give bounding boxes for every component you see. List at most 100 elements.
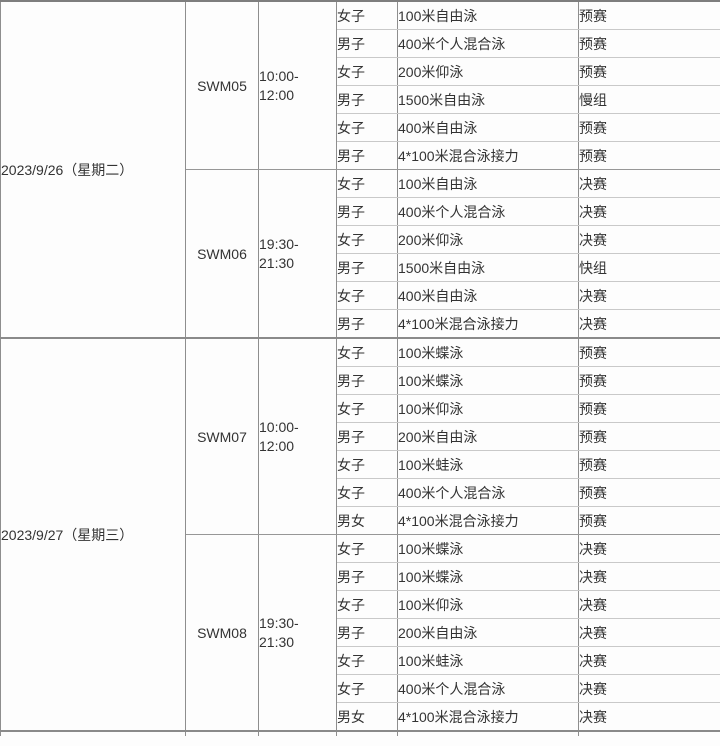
event-row: 男子 4*100米混合泳接力 预赛: [1, 141, 720, 170]
event-row: SWM08 19:30- 21:30 女子 100米蝶泳 决赛: [1, 534, 720, 732]
event-row: SWM06 19:30- 21:30 女子 100米自由泳 决赛: [1, 169, 720, 339]
session-code-cell: SWM06: [185, 169, 259, 339]
session-time-line: 10:00-: [259, 418, 299, 435]
event-row: 女子 400米自由泳 决赛: [1, 281, 720, 310]
round-cell: 预赛: [578, 422, 720, 451]
session-time-line: 10:00-: [259, 67, 299, 84]
cropped-cell: [185, 731, 259, 736]
round-cell: 决赛: [578, 674, 720, 703]
event-row: 男子 400米个人混合泳 决赛: [1, 197, 720, 226]
gender-cell: 男女: [336, 702, 398, 732]
event-row: 男子 1500米自由泳 快组: [1, 253, 720, 282]
event-row: 男女 4*100米混合泳接力 决赛: [1, 702, 720, 732]
session-time-line: 21:30: [259, 254, 295, 271]
gender-cell: 男子: [336, 562, 398, 591]
gender-cell: 女子: [336, 281, 398, 310]
event-name-cell: 200米仰泳: [397, 57, 579, 86]
gender-cell: 女子: [336, 646, 398, 675]
round-cell: 预赛: [578, 506, 720, 535]
event-name-cell: 200米自由泳: [397, 422, 579, 451]
event-name-cell: 4*100米混合泳接力: [397, 141, 579, 170]
gender-cell: 女子: [336, 57, 398, 86]
round-cell: 决赛: [578, 197, 720, 226]
session-code-cell: SWM07: [185, 338, 259, 535]
event-name-cell: 100米仰泳: [397, 394, 579, 423]
event-name-cell: 4*100米混合泳接力: [397, 506, 579, 535]
session-code-cell: SWM08: [185, 534, 259, 732]
event-name-cell: 100米蛙泳: [397, 646, 579, 675]
event-name-cell: 1500米自由泳: [397, 253, 579, 282]
session-code-cell: SWM05: [185, 2, 259, 170]
round-cell: 慢组: [578, 85, 720, 114]
round-cell: 预赛: [578, 338, 720, 367]
round-cell: 预赛: [578, 394, 720, 423]
event-row: 女子 400米个人混合泳 预赛: [1, 478, 720, 507]
round-cell: 预赛: [578, 113, 720, 142]
cropped-cell: [336, 731, 398, 736]
gender-cell: 女子: [336, 590, 398, 619]
round-cell: 快组: [578, 253, 720, 282]
event-name-cell: 400米个人混合泳: [397, 29, 579, 58]
event-name-cell: 100米蝶泳: [397, 366, 579, 395]
gender-cell: 男子: [336, 253, 398, 282]
cropped-next-row: [0, 731, 720, 736]
gender-cell: 女子: [336, 394, 398, 423]
session-time-line: 12:00: [259, 437, 295, 454]
event-row: 女子 200米仰泳 决赛: [1, 225, 720, 254]
event-name-cell: 100米蝶泳: [397, 562, 579, 591]
round-cell: 决赛: [578, 281, 720, 310]
session-time-cell: 10:00- 12:00: [258, 338, 337, 535]
gender-cell: 女子: [336, 225, 398, 254]
event-row: 女子 400米个人混合泳 决赛: [1, 674, 720, 703]
round-cell: 决赛: [578, 590, 720, 619]
gender-cell: 女子: [336, 169, 398, 198]
event-name-cell: 400米个人混合泳: [397, 478, 579, 507]
session-time-line: 12:00: [259, 86, 295, 103]
round-cell: 决赛: [578, 534, 720, 563]
cropped-cell: [0, 731, 186, 736]
event-name-cell: 400米个人混合泳: [397, 674, 579, 703]
event-name-cell: 400米自由泳: [397, 281, 579, 310]
session-time-cell: 19:30- 21:30: [258, 169, 337, 339]
event-row: 女子 100米蛙泳 预赛: [1, 450, 720, 479]
event-name-cell: 200米仰泳: [397, 225, 579, 254]
event-name-cell: 400米个人混合泳: [397, 197, 579, 226]
gender-cell: 男子: [336, 197, 398, 226]
event-row: 男子 400米个人混合泳 预赛: [1, 29, 720, 58]
event-name-cell: 100米蝶泳: [397, 534, 579, 563]
gender-cell: 男子: [336, 366, 398, 395]
event-name-cell: 100米蝶泳: [397, 338, 579, 367]
event-name-cell: 100米仰泳: [397, 590, 579, 619]
event-row: 男子 200米自由泳 决赛: [1, 618, 720, 647]
gender-cell: 女子: [336, 478, 398, 507]
session-time-cell: 19:30- 21:30: [258, 534, 337, 732]
gender-cell: 男子: [336, 29, 398, 58]
event-name-cell: 1500米自由泳: [397, 85, 579, 114]
round-cell: 预赛: [578, 2, 720, 30]
cropped-cell: [397, 731, 579, 736]
round-cell: 决赛: [578, 618, 720, 647]
round-cell: 预赛: [578, 141, 720, 170]
gender-cell: 男子: [336, 141, 398, 170]
session-time-cell: 10:00- 12:00: [258, 2, 337, 170]
gender-cell: 女子: [336, 2, 398, 30]
round-cell: 预赛: [578, 57, 720, 86]
gender-cell: 女子: [336, 674, 398, 703]
round-cell: 决赛: [578, 225, 720, 254]
event-row: 2023/9/27（星期三） SWM07 10:00- 12:00 女子 100米蝶泳 预赛: [0, 338, 720, 732]
event-name-cell: 4*100米混合泳接力: [397, 309, 579, 339]
event-row: 男女 4*100米混合泳接力 预赛: [1, 506, 720, 535]
event-row: 女子 100米仰泳 决赛: [1, 590, 720, 619]
round-cell: 预赛: [578, 366, 720, 395]
event-row: 男子 1500米自由泳 慢组: [1, 85, 720, 114]
gender-cell: 女子: [336, 338, 398, 367]
event-row: 男子 200米自由泳 预赛: [1, 422, 720, 451]
event-name-cell: 100米自由泳: [397, 2, 579, 30]
event-row: 女子 400米自由泳 预赛: [1, 113, 720, 142]
gender-cell: 女子: [336, 534, 398, 563]
event-name-cell: 4*100米混合泳接力: [397, 702, 579, 732]
session-time-line: 19:30-: [259, 235, 299, 252]
session-time-line: 19:30-: [259, 614, 299, 631]
gender-cell: 男子: [336, 618, 398, 647]
